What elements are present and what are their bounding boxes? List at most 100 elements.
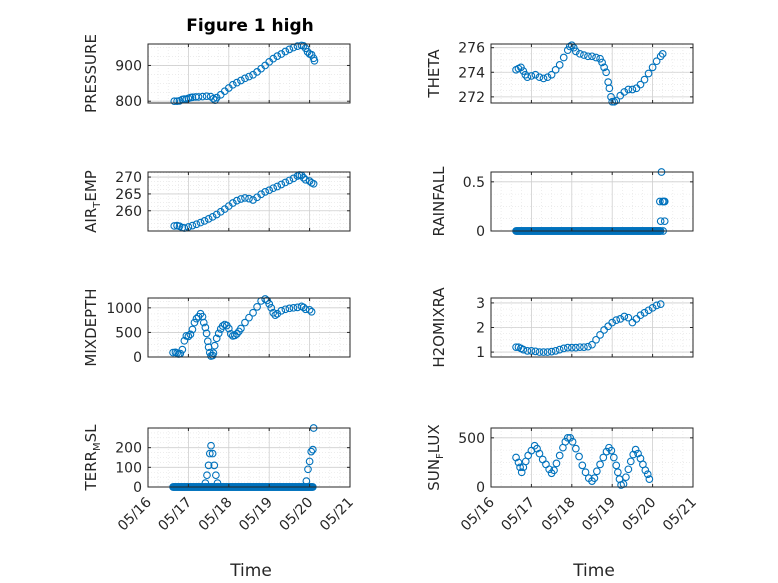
- data-point: [208, 449, 217, 458]
- data-point: [207, 441, 215, 450]
- data-point: [261, 188, 270, 196]
- data-point: [213, 479, 222, 487]
- data-point: [237, 76, 245, 85]
- data-point: [612, 96, 621, 105]
- data-point: [624, 85, 633, 94]
- data-point: [199, 318, 208, 327]
- y-tick-label: 900: [115, 58, 142, 74]
- data-point: [652, 57, 661, 66]
- data-point: [267, 303, 276, 312]
- axes-box: [147, 427, 351, 488]
- data-point: [519, 67, 528, 75]
- data-point: [305, 305, 314, 314]
- y-tick-label: 0.5: [463, 175, 485, 191]
- data-point: [592, 335, 600, 344]
- data-point: [265, 186, 274, 195]
- data-point: [648, 303, 657, 312]
- data-point: [308, 445, 317, 454]
- data-point: [285, 176, 294, 185]
- y-tick-label: 500: [458, 431, 485, 447]
- data-point: [535, 348, 544, 356]
- y-axis-label: TERRMSL: [82, 424, 103, 492]
- data-point: [519, 345, 528, 354]
- data-point: [559, 344, 568, 353]
- data-point: [198, 92, 207, 101]
- data-point: [289, 303, 298, 312]
- data-point: [660, 197, 669, 206]
- x-tick-label: 05/20: [277, 495, 317, 535]
- y-axis-label-part: THETA: [425, 49, 443, 99]
- data-point: [612, 461, 621, 470]
- data-point: [228, 80, 237, 89]
- axes-pressure: 800 900 PRESSURE: [82, 34, 351, 113]
- data-point: [241, 194, 249, 202]
- data-point: [173, 349, 181, 357]
- data-point: [571, 47, 580, 56]
- data-point: [178, 345, 187, 354]
- data-point: [563, 343, 572, 352]
- x-tick-label: 05/18: [196, 495, 236, 535]
- data-point: [188, 221, 197, 230]
- data-point: [273, 182, 282, 191]
- data-point: [644, 306, 653, 315]
- data-point: [304, 465, 312, 474]
- data-point: [204, 461, 213, 470]
- y-tick-label: 500: [115, 325, 142, 341]
- data-point: [555, 451, 564, 460]
- data-point: [305, 457, 314, 466]
- x-tick-label: 05/19: [236, 495, 276, 535]
- data-point: [614, 468, 622, 477]
- axes-terr_msl: 0 100 200 TERRMSL: [82, 424, 351, 496]
- data-point: [517, 468, 526, 477]
- y-tick-label: 1: [476, 345, 485, 361]
- data-point: [636, 311, 645, 320]
- data-point: [214, 329, 223, 338]
- y-tick-label: 272: [458, 90, 485, 106]
- data-point: [269, 308, 278, 317]
- data-point: [307, 447, 316, 456]
- data-point: [535, 73, 544, 82]
- data-point: [592, 467, 601, 476]
- data-point: [194, 93, 203, 101]
- x-tick-label: 05/17: [498, 495, 538, 535]
- y-axis-label: MIXDEPTH: [82, 288, 100, 366]
- data-point: [576, 49, 584, 58]
- data-point: [620, 312, 629, 321]
- y-axis-label-part: H2OMIXRA: [430, 287, 448, 368]
- data-point: [307, 307, 316, 316]
- data-point: [204, 215, 213, 223]
- data-point: [596, 331, 604, 339]
- y-tick-label: 276: [458, 41, 485, 57]
- data-point: [643, 470, 652, 479]
- y-tick-label: 0: [133, 350, 142, 366]
- data-point: [188, 325, 197, 334]
- data-point: [551, 347, 560, 355]
- data-point: [547, 347, 556, 356]
- data-point: [563, 433, 572, 442]
- data-point: [600, 63, 608, 72]
- data-point: [640, 308, 649, 317]
- data-point: [228, 199, 237, 207]
- data-point: [190, 318, 199, 327]
- data-point: [545, 465, 554, 474]
- data-point: [605, 84, 614, 93]
- data-point: [205, 449, 214, 458]
- y-tick-label: 0: [133, 480, 142, 496]
- axes-box: [147, 297, 351, 358]
- x-tick-label: 05/21: [660, 495, 700, 535]
- data-point: [550, 466, 558, 475]
- x-tick-label: 05/21: [317, 495, 357, 535]
- data-point: [552, 459, 561, 468]
- data-point: [196, 218, 205, 227]
- axes-theta: 272 274 276 THETA: [425, 41, 694, 106]
- data-point: [584, 342, 592, 351]
- data-point: [277, 180, 286, 189]
- data-point: [281, 305, 290, 314]
- data-point: [648, 63, 657, 72]
- data-point: [301, 175, 310, 184]
- data-point: [237, 195, 245, 203]
- data-point: [660, 217, 669, 226]
- data-point: [610, 97, 619, 106]
- data-point: [555, 61, 564, 69]
- y-tick-label: 0: [476, 480, 485, 496]
